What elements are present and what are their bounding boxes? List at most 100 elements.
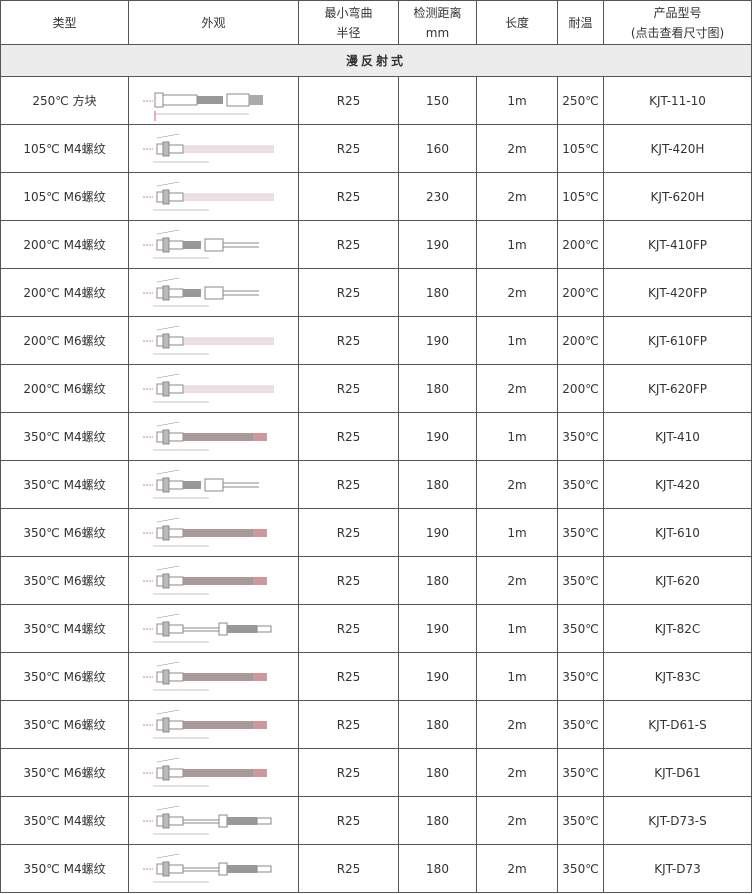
cell-type: 200℃ M4螺纹: [0, 268, 129, 317]
cell-type: 350℃ M4螺纹: [0, 844, 129, 893]
header-row: 类型 外观 最小弯曲 半径 检测距离 mm 长度 耐温 产品型号 (点击查看尺寸图): [0, 0, 752, 45]
sensor-drawing: [142, 853, 271, 882]
cell-type: 105℃ M6螺纹: [0, 172, 129, 221]
cell-distance: 180: [398, 460, 477, 509]
sensor-drawing: [142, 181, 274, 210]
sensor-drawing: [142, 277, 259, 306]
col-model: 产品型号 (点击查看尺寸图): [603, 0, 752, 45]
cell-type: 200℃ M6螺纹: [0, 316, 129, 365]
cell-temp: 200℃: [557, 268, 604, 317]
cell-distance: 160: [398, 124, 477, 173]
cell-type: 200℃ M6螺纹: [0, 364, 129, 413]
table-row: 350℃ M6螺纹 R25 190 1m 350℃ KJT-610: [0, 508, 752, 557]
cell-temp: 350℃: [557, 844, 604, 893]
cell-appearance[interactable]: [128, 76, 299, 125]
cell-type: 350℃ M6螺纹: [0, 652, 129, 701]
table-row: 105℃ M4螺纹 R25 160 2m 105℃ KJT-420H: [0, 124, 752, 173]
cell-appearance[interactable]: [128, 172, 299, 221]
cell-appearance[interactable]: [128, 460, 299, 509]
table-row: 105℃ M6螺纹 R25 230 2m 105℃ KJT-620H: [0, 172, 752, 221]
cell-model[interactable]: KJT-620H: [603, 172, 752, 221]
cell-type: 350℃ M6螺纹: [0, 748, 129, 797]
cell-bend-radius: R25: [298, 268, 399, 317]
cell-type: 350℃ M6螺纹: [0, 508, 129, 557]
cell-distance: 190: [398, 508, 477, 557]
cell-model[interactable]: KJT-D73: [603, 844, 752, 893]
cell-model[interactable]: KJT-420: [603, 460, 752, 509]
cell-model[interactable]: KJT-620: [603, 556, 752, 605]
cell-distance: 190: [398, 316, 477, 365]
col-bend-radius: 最小弯曲 半径: [298, 0, 399, 45]
cell-model[interactable]: KJT-410: [603, 412, 752, 461]
cell-temp: 105℃: [557, 124, 604, 173]
cell-model[interactable]: KJT-610: [603, 508, 752, 557]
cell-appearance[interactable]: [128, 220, 299, 269]
cell-distance: 190: [398, 652, 477, 701]
col-length: 长度: [476, 0, 558, 45]
sensor-drawing: [142, 757, 267, 786]
cell-appearance[interactable]: [128, 844, 299, 893]
cell-type: 250℃ 方块: [0, 76, 129, 125]
cell-appearance[interactable]: [128, 412, 299, 461]
cell-model[interactable]: KJT-610FP: [603, 316, 752, 365]
cell-temp: 200℃: [557, 364, 604, 413]
sensor-drawing: [142, 469, 259, 498]
cell-temp: 350℃: [557, 460, 604, 509]
col-model-line2: (点击查看尺寸图): [630, 25, 725, 40]
cell-temp: 350℃: [557, 604, 604, 653]
sensor-drawing: [142, 421, 267, 450]
cell-appearance[interactable]: [128, 316, 299, 365]
cell-temp: 350℃: [557, 652, 604, 701]
cell-length: 2m: [476, 124, 558, 173]
sensor-drawing: [142, 229, 259, 258]
cell-appearance[interactable]: [128, 364, 299, 413]
cell-type: 350℃ M4螺纹: [0, 460, 129, 509]
cell-appearance[interactable]: [128, 508, 299, 557]
table-row: 250℃ 方块 R25 150 1m 250℃ KJT-11-10: [0, 76, 752, 125]
cell-length: 1m: [476, 508, 558, 557]
cell-type: 350℃ M4螺纹: [0, 412, 129, 461]
cell-model[interactable]: KJT-410FP: [603, 220, 752, 269]
cell-model[interactable]: KJT-11-10: [603, 76, 752, 125]
cell-appearance[interactable]: [128, 268, 299, 317]
cell-appearance[interactable]: [128, 748, 299, 797]
cell-temp: 250℃: [557, 76, 604, 125]
cell-model[interactable]: KJT-82C: [603, 604, 752, 653]
cell-appearance[interactable]: [128, 124, 299, 173]
cell-appearance[interactable]: [128, 556, 299, 605]
cell-bend-radius: R25: [298, 412, 399, 461]
table-row: 350℃ M6螺纹 R25 180 2m 350℃ KJT-D61-S: [0, 700, 752, 749]
cell-appearance[interactable]: [128, 700, 299, 749]
cell-type: 200℃ M4螺纹: [0, 220, 129, 269]
cell-model[interactable]: KJT-D61-S: [603, 700, 752, 749]
cell-model[interactable]: KJT-420FP: [603, 268, 752, 317]
table-row: 200℃ M4螺纹 R25 180 2m 200℃ KJT-420FP: [0, 268, 752, 317]
cell-model[interactable]: KJT-D61: [603, 748, 752, 797]
cell-length: 1m: [476, 220, 558, 269]
sensor-drawing: [142, 613, 271, 642]
cell-distance: 230: [398, 172, 477, 221]
cell-model[interactable]: KJT-420H: [603, 124, 752, 173]
cell-distance: 190: [398, 412, 477, 461]
cell-length: 2m: [476, 748, 558, 797]
cell-distance: 180: [398, 796, 477, 845]
cell-length: 2m: [476, 700, 558, 749]
table-row: 350℃ M4螺纹 R25 190 1m 350℃ KJT-410: [0, 412, 752, 461]
cell-appearance[interactable]: [128, 652, 299, 701]
cell-model[interactable]: KJT-620FP: [603, 364, 752, 413]
col-bend-radius-line2: 半径: [336, 25, 361, 40]
col-distance-line1: 检测距离: [413, 5, 462, 20]
cell-model[interactable]: KJT-83C: [603, 652, 752, 701]
cell-model[interactable]: KJT-D73-S: [603, 796, 752, 845]
cell-bend-radius: R25: [298, 364, 399, 413]
sensor-drawing: [142, 373, 274, 402]
col-distance: 检测距离 mm: [398, 0, 477, 45]
cell-appearance[interactable]: [128, 796, 299, 845]
cell-temp: 350℃: [557, 700, 604, 749]
cell-appearance[interactable]: [128, 604, 299, 653]
cell-type: 350℃ M6螺纹: [0, 700, 129, 749]
cell-distance: 180: [398, 364, 477, 413]
cell-bend-radius: R25: [298, 460, 399, 509]
cell-type: 350℃ M4螺纹: [0, 604, 129, 653]
cell-bend-radius: R25: [298, 508, 399, 557]
